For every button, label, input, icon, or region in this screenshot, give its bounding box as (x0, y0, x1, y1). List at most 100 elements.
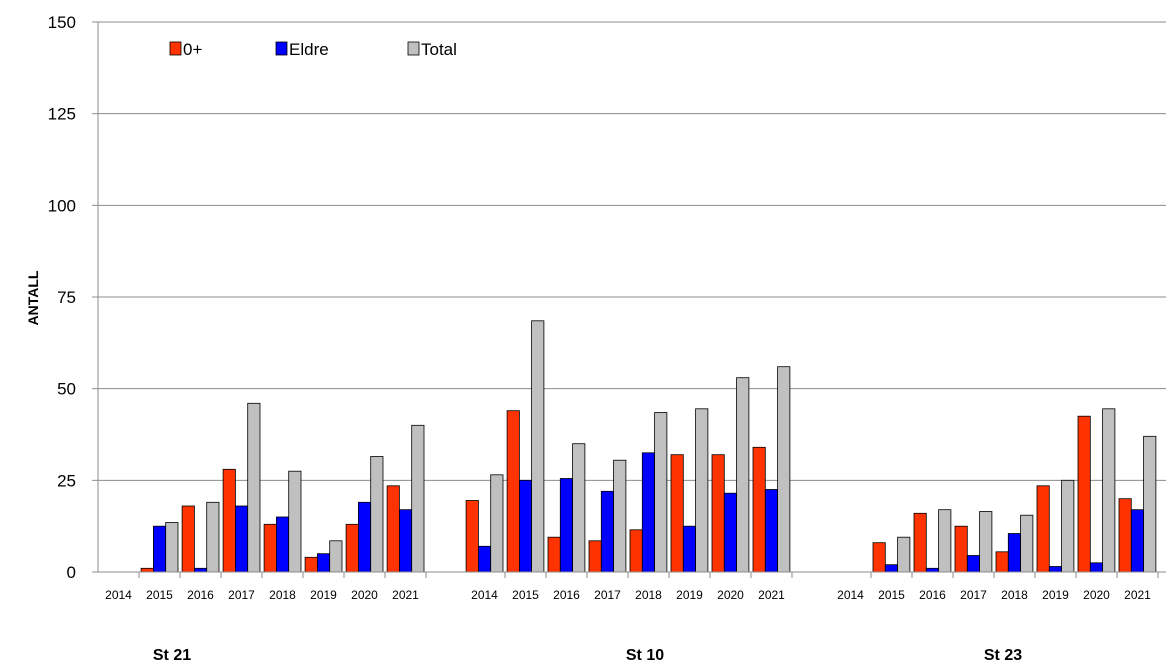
x-tick-label: 2018 (635, 588, 662, 602)
x-tick-label: 2015 (146, 588, 173, 602)
bar-st10-2019-eldre (682, 525, 696, 573)
bar-st21-2015-0plus (140, 567, 154, 573)
y-tick-label: 50 (57, 380, 76, 399)
x-tick-label: 2018 (269, 588, 296, 602)
bar-st23-2018-eldre (1007, 533, 1021, 573)
bar-st10-2020-eldre (723, 492, 737, 573)
bar-st10-2017-0plus (588, 540, 602, 573)
x-tick-label: 2015 (512, 588, 539, 602)
group-label: St 23 (984, 647, 1022, 662)
bar-st23-2017-eldre (966, 555, 980, 573)
bar-st10-2017-total (613, 459, 627, 573)
bar-st10-2018-total (654, 412, 668, 573)
group-labels: St 21 St 10 St 23 (153, 647, 1022, 662)
y-tick-label: 100 (48, 196, 76, 215)
bar-st23-2021-eldre (1130, 509, 1145, 573)
x-tick-label: 2020 (717, 588, 744, 602)
x-tick-label: 2016 (187, 588, 214, 602)
bar-st10-2020-0plus (711, 454, 725, 573)
bar-st23-2017-total (979, 511, 993, 573)
legend-swatch (407, 41, 420, 56)
x-tick-label: 2021 (392, 588, 419, 602)
bar-st10-2021-eldre (764, 489, 778, 573)
bar-st23-2015-0plus (872, 542, 886, 573)
bar-st10-2020-total (736, 377, 750, 573)
bar-st21-2019-eldre (316, 553, 331, 573)
group-label: St 21 (153, 647, 191, 662)
bar-st23-2021-total (1143, 435, 1157, 573)
bar-st21-2020-0plus (345, 523, 359, 573)
bar-st21-2021-eldre (398, 509, 413, 573)
y-axis-label: ANTALL (25, 270, 41, 325)
x-tick-label: 2020 (1083, 588, 1110, 602)
x-tick-label: 2020 (351, 588, 378, 602)
bar-st23-2019-0plus (1036, 485, 1050, 573)
bar-st23-2021-0plus (1118, 498, 1132, 573)
bar-st21-2018-total (288, 470, 302, 573)
x-tick-label: 2019 (676, 588, 703, 602)
bar-st10-2019-total (695, 408, 709, 573)
bar-st23-2016-eldre (925, 567, 939, 573)
bar-st10-2021-total (777, 366, 791, 573)
bar-st23-2018-total (1020, 514, 1034, 573)
bar-st10-2014-eldre (477, 545, 492, 573)
bar-st23-2017-0plus (954, 525, 968, 573)
bar-st21-2015-total (165, 522, 179, 573)
bar-st23-2019-total (1061, 479, 1075, 573)
x-tick-label: 2017 (960, 588, 987, 602)
bar-st23-2018-0plus (995, 551, 1009, 573)
x-tick-label: 2014 (837, 588, 864, 602)
x-axis-tick-labels: 2014 2015 2016 2017 2018 2019 2020 2021 2014 2015… (105, 588, 1151, 602)
x-tick-label: 2014 (105, 588, 132, 602)
x-tick-label: 2017 (594, 588, 621, 602)
bar-st10-2018-eldre (641, 452, 655, 573)
bar-st21-2016-total (206, 501, 220, 573)
legend-label: Eldre (289, 40, 329, 59)
y-axis-tick-labels: 0 25 50 75 100 125 150 (48, 13, 76, 582)
bar-st10-2019-0plus (670, 454, 684, 573)
y-tick-label: 25 (57, 471, 76, 490)
group-label: St 10 (626, 647, 664, 662)
bar-st23-2016-total (938, 509, 952, 573)
x-tick-label: 2014 (471, 588, 498, 602)
bar-st10-2016-0plus (547, 536, 561, 573)
bar-st10-2015-0plus (506, 410, 520, 573)
bar-st21-2019-0plus (304, 556, 318, 573)
legend: 0+ Eldre Total (169, 40, 457, 59)
bars (140, 320, 1157, 573)
bar-st21-2018-eldre (275, 516, 290, 573)
bar-st10-2014-0plus (465, 500, 479, 573)
x-tick-label: 2015 (878, 588, 905, 602)
bar-st23-2020-0plus (1077, 415, 1091, 573)
bar-st10-2014-total (490, 474, 504, 573)
x-tick-label: 2019 (1042, 588, 1069, 602)
bar-st21-2017-total (247, 402, 261, 573)
bar-st23-2015-total (897, 536, 911, 573)
bar-st21-2021-0plus (386, 485, 400, 573)
axes (97, 22, 1166, 578)
bar-st21-2015-eldre (152, 525, 167, 573)
bar-st10-2015-eldre (519, 479, 533, 573)
bar-st23-2016-0plus (913, 512, 927, 573)
x-tick-label: 2019 (310, 588, 337, 602)
bar-st23-2020-eldre (1089, 562, 1104, 573)
bar-st21-2019-total (329, 540, 343, 573)
legend-label: 0+ (183, 40, 202, 59)
bar-st23-2020-total (1102, 408, 1116, 573)
bar-st21-2017-eldre (234, 505, 249, 573)
bar-st10-2016-total (572, 443, 586, 573)
legend-label: Total (421, 40, 457, 59)
x-tick-label: 2017 (228, 588, 255, 602)
y-tick-label: 125 (48, 105, 76, 124)
bar-st21-2016-eldre (193, 567, 208, 573)
legend-swatch (275, 41, 288, 56)
bar-st10-2016-eldre (559, 478, 573, 573)
y-tick-label: 75 (57, 288, 76, 307)
x-tick-label: 2016 (919, 588, 946, 602)
gridlines (92, 21, 1166, 573)
x-tick-label: 2021 (758, 588, 785, 602)
bar-st10-2021-0plus (752, 446, 766, 573)
y-tick-label: 150 (48, 13, 76, 32)
y-tick-label: 0 (67, 563, 76, 582)
